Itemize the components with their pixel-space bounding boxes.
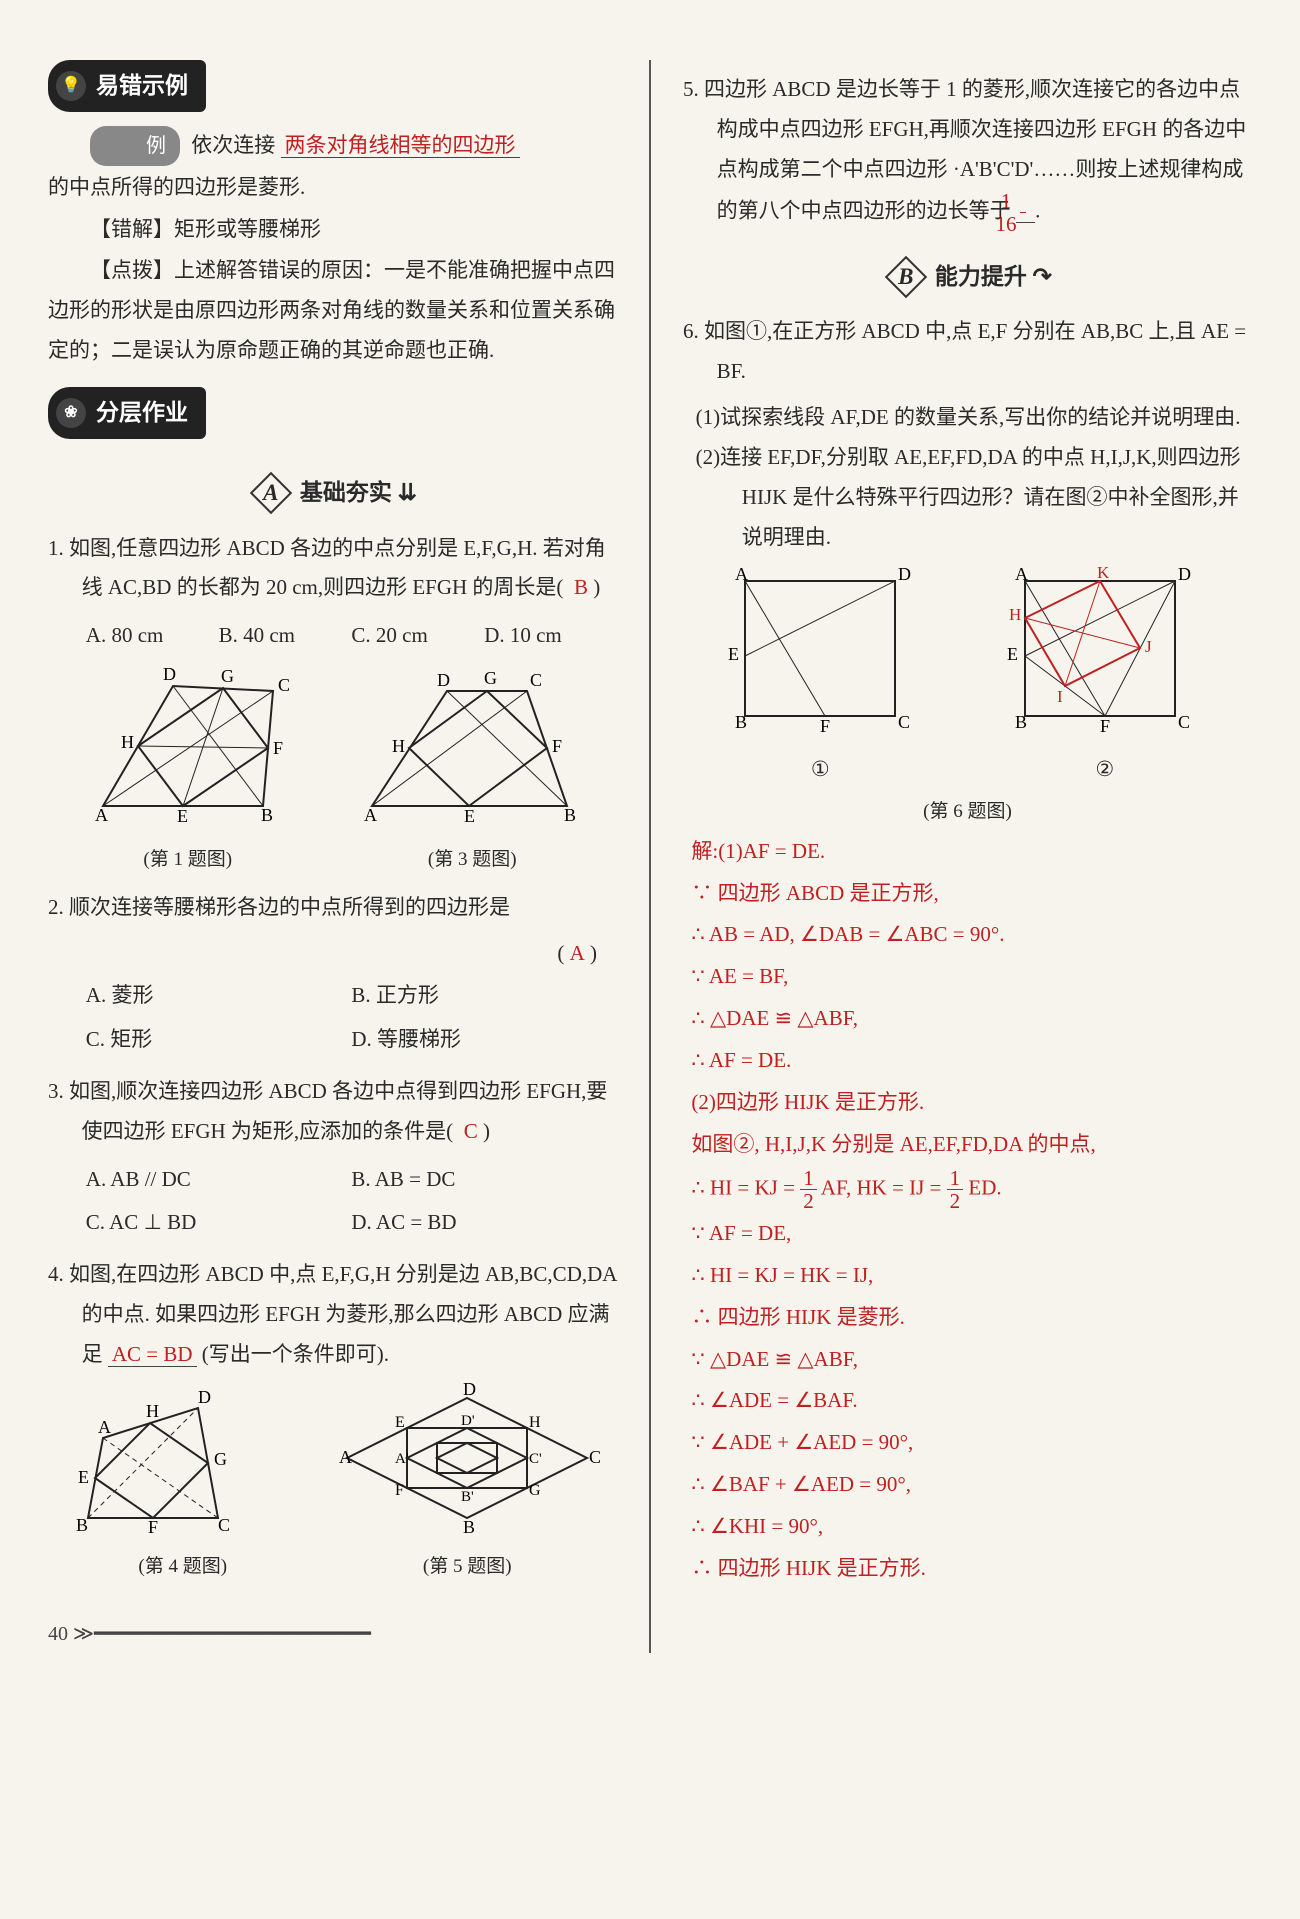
- example-line1: 例 依次连接 两条对角线相等的四边形: [48, 126, 617, 166]
- section-b: B 能力提升 ↷: [683, 255, 1252, 299]
- svg-text:D: D: [198, 1387, 211, 1407]
- svg-text:G: G: [214, 1449, 227, 1469]
- sprout-icon: ❀: [56, 398, 86, 428]
- q3-options: A. AB // DC B. AB = DC C. AC ⊥ BD D. AC …: [48, 1158, 617, 1246]
- svg-text:E: E: [464, 806, 475, 826]
- svg-text:A: A: [95, 805, 108, 825]
- page-number: 40 ≫━━━━━━━━━━━━━━━━━━━━━━━: [48, 1615, 617, 1653]
- badge-mistake-label: 易错示例: [96, 64, 188, 108]
- down-arrow-icon: ⇊: [398, 480, 417, 505]
- q5-answer: 1 16: [1020, 190, 1026, 235]
- svg-text:C: C: [898, 712, 910, 732]
- svg-text:H: H: [121, 732, 134, 752]
- q3-answer: C: [464, 1119, 478, 1143]
- svg-text:E: E: [395, 1414, 405, 1431]
- svg-text:D: D: [1178, 564, 1191, 584]
- svg-text:H: H: [1009, 605, 1021, 624]
- badge-homework-label: 分层作业: [96, 391, 188, 435]
- svg-text:A: A: [98, 1417, 111, 1437]
- q6-1: (1)试探索线段 AF,DE 的数量关系,写出你的结论并说明理由.: [683, 398, 1252, 438]
- q6-stem: 6. 如图①,在正方形 ABCD 中,点 E,F 分别在 AB,BC 上,且 A…: [683, 312, 1252, 392]
- q2-options: A. 菱形 B. 正方形 C. 矩形 D. 等腰梯形: [48, 974, 617, 1062]
- q2-answer: A: [570, 941, 585, 965]
- svg-text:A: A: [339, 1447, 352, 1467]
- badge-mistake: 💡 易错示例: [48, 60, 206, 112]
- fig-q1: A B C D E F G H (第 1 题图): [73, 666, 303, 878]
- q1: 1. 如图,任意四边形 ABCD 各边的中点分别是 E,F,G,H. 若对角线 …: [48, 529, 617, 609]
- svg-text:H: H: [392, 736, 405, 756]
- svg-text:E: E: [1007, 644, 1018, 664]
- q2: 2. 顺次连接等腰梯形各边的中点所得到的四边形是: [48, 888, 617, 928]
- svg-text:B: B: [1015, 712, 1027, 732]
- svg-text:D: D: [463, 1379, 476, 1399]
- svg-text:D: D: [437, 670, 450, 690]
- q4-blank: AC = BD: [108, 1342, 197, 1367]
- svg-text:G: G: [529, 1482, 541, 1499]
- fig-q6-cap: (第 6 题图): [683, 794, 1252, 830]
- svg-text:F: F: [820, 716, 830, 736]
- down-arrow-icon: ↷: [1033, 264, 1052, 289]
- example-pill: 例: [90, 126, 180, 166]
- svg-text:J: J: [1145, 637, 1152, 656]
- q4: 4. 如图,在四边形 ABCD 中,点 E,F,G,H 分别是边 AB,BC,C…: [48, 1255, 617, 1375]
- svg-text:C: C: [589, 1447, 601, 1467]
- svg-text:H: H: [146, 1401, 159, 1421]
- bulb-icon: 💡: [56, 71, 86, 101]
- svg-text:D: D: [163, 664, 176, 684]
- svg-text:B: B: [261, 805, 273, 825]
- svg-text:C: C: [1178, 712, 1190, 732]
- svg-text:K: K: [1097, 563, 1110, 582]
- svg-text:A: A: [1015, 564, 1028, 584]
- example-tip: 【点拨】上述解答错误的原因：一是不能准确把握中点四边形的形状是由原四边形两条对角…: [48, 251, 617, 371]
- fig-q6-1: A D C B E F ①: [720, 566, 920, 790]
- badge-homework: ❀ 分层作业: [48, 387, 206, 439]
- svg-text:B: B: [76, 1515, 88, 1535]
- svg-text:B: B: [463, 1517, 475, 1537]
- svg-text:F: F: [148, 1517, 158, 1537]
- section-a: A 基础夯实 ⇊: [48, 471, 617, 515]
- svg-text:C: C: [530, 670, 542, 690]
- svg-text:C: C: [218, 1515, 230, 1535]
- svg-text:E: E: [78, 1467, 89, 1487]
- svg-text:F: F: [395, 1482, 404, 1499]
- fig-q6-2: A D C B E F H I J K ②: [995, 566, 1215, 790]
- svg-text:B: B: [564, 805, 576, 825]
- column-divider: [649, 60, 651, 1653]
- fig-q5: A D C B E H G F A' D' C' B' (第 5 题图): [337, 1383, 597, 1585]
- svg-text:D: D: [898, 564, 911, 584]
- q1-options: A. 80 cm B. 40 cm C. 20 cm D. 10 cm: [48, 614, 617, 658]
- svg-text:F: F: [273, 738, 283, 758]
- svg-text:C: C: [278, 675, 290, 695]
- svg-text:H: H: [529, 1414, 541, 1431]
- example-wrong: 【错解】矩形或等腰梯形: [48, 210, 617, 250]
- fig-q3: A B C D E F G H (第 3 题图): [352, 666, 592, 878]
- svg-text:B: B: [735, 712, 747, 732]
- svg-text:G: G: [484, 668, 497, 688]
- q6-2: (2)连接 EF,DF,分别取 AE,EF,FD,DA 的中点 H,I,J,K,…: [683, 438, 1252, 558]
- svg-text:C': C': [529, 1451, 542, 1467]
- svg-text:F: F: [552, 736, 562, 756]
- q1-answer: B: [574, 575, 588, 599]
- example-blank: 两条对角线相等的四边形: [281, 133, 520, 158]
- q6-solution: 解:(1)AF = DE. ∵ 四边形 ABCD 是正方形, ∴ AB = AD…: [683, 832, 1252, 1589]
- svg-text:A: A: [364, 805, 377, 825]
- svg-text:I: I: [1057, 687, 1063, 706]
- fig-q4: A B C D E F G H (第 4 题图): [68, 1383, 298, 1585]
- q5: 5. 四边形 ABCD 是边长等于 1 的菱形,顺次连接它的各边中点构成中点四边…: [683, 70, 1252, 235]
- svg-text:B': B': [461, 1489, 474, 1505]
- svg-text:A: A: [735, 564, 748, 584]
- example-line2: 的中点所得的四边形是菱形.: [48, 168, 617, 208]
- q3: 3. 如图,顺次连接四边形 ABCD 各边中点得到四边形 EFGH,要使四边形 …: [48, 1072, 617, 1152]
- svg-text:D': D': [461, 1413, 475, 1429]
- svg-text:F: F: [1100, 716, 1110, 736]
- svg-text:A': A': [395, 1451, 409, 1467]
- svg-text:G: G: [221, 666, 234, 686]
- svg-text:E: E: [177, 806, 188, 826]
- svg-text:E: E: [728, 644, 739, 664]
